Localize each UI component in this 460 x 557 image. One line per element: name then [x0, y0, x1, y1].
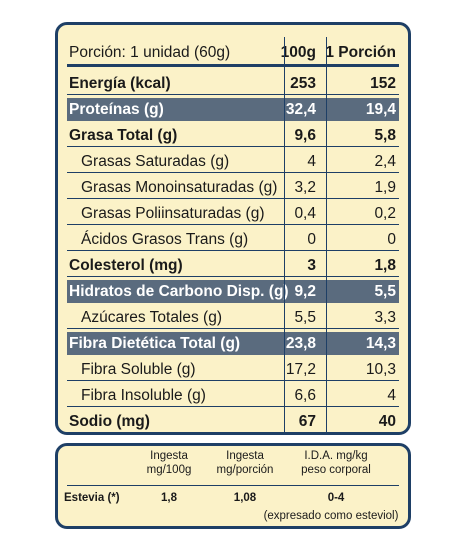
header-line: mg/porción: [216, 464, 274, 476]
header-line: Ingesta: [150, 450, 188, 462]
row-acidos-trans: Ácidos Grasos Trans (g) 0 0: [67, 228, 399, 251]
row-grasa-total: Grasa Total (g) 9,6 5,8: [67, 124, 399, 147]
col-portion-header: 1 Porción: [325, 44, 396, 61]
row-azucares: Azúcares Totales (g) 5,5 3,3: [67, 306, 399, 329]
row-label: Fibra Dietética Total (g): [69, 335, 241, 352]
row-label: Grasas Poliinsaturadas (g): [81, 205, 265, 222]
header-line: peso corporal: [301, 464, 371, 476]
row-value-100g: 0,4: [294, 205, 316, 222]
row-value-portion: 152: [370, 75, 396, 92]
nutrition-table: Porción: 1 unidad (60g) 100g 1 Porción E…: [55, 22, 411, 435]
column-divider: [284, 37, 285, 432]
row-value-100g: 3: [307, 257, 316, 274]
row-grasas-poli: Grasas Poliinsaturadas (g) 0,4 0,2: [67, 202, 399, 225]
row-value-100g: 9,6: [294, 127, 316, 144]
row-grasas-mono: Grasas Monoinsaturadas (g) 3,2 1,9: [67, 176, 399, 199]
row-value-100g: 32,4: [285, 101, 316, 118]
row-label: Proteínas (g): [69, 101, 164, 118]
stevia-value-ida: 0-4: [327, 492, 345, 504]
row-label: Hidratos de Carbono Disp. (g): [69, 283, 289, 300]
row-value-portion: 1,8: [374, 257, 396, 274]
row-value-portion: 5,8: [374, 127, 396, 144]
row-value-100g: 0: [307, 231, 316, 248]
row-value-100g: 5,5: [294, 309, 316, 326]
row-energia: Energía (kcal) 253 152: [67, 72, 399, 95]
row-sodio: Sodio (mg) 67 40: [67, 410, 399, 432]
row-value-100g: 3,2: [294, 179, 316, 196]
row-label: Energía (kcal): [69, 75, 171, 92]
header-line: I.D.A. mg/kg: [304, 450, 368, 462]
row-value-portion: 4: [387, 387, 396, 404]
row-value-portion: 3,3: [374, 309, 396, 326]
row-value-portion: 5,5: [374, 283, 396, 300]
row-value-portion: 0,2: [374, 205, 396, 222]
stevia-divider: [67, 485, 399, 486]
row-label: Grasas Monoinsaturadas (g): [81, 179, 278, 196]
row-label: Ácidos Grasos Trans (g): [81, 231, 249, 248]
row-value-100g: 4: [307, 153, 316, 170]
column-divider: [326, 37, 327, 432]
row-colesterol: Colesterol (mg) 3 1,8: [67, 254, 399, 277]
header-line: Ingesta: [226, 450, 264, 462]
portion-label: Porción: 1 unidad (60g): [69, 44, 231, 61]
row-grasas-saturadas: Grasas Saturadas (g) 4 2,4: [67, 150, 399, 173]
stevia-value-portion: 1,08: [233, 492, 257, 504]
row-value-portion: 19,4: [365, 101, 396, 118]
header-line: mg/100g: [146, 464, 192, 476]
stevia-col2-header: Ingesta mg/porción: [206, 449, 284, 477]
stevia-value-100g: 1,8: [161, 492, 177, 504]
row-label: Azúcares Totales (g): [81, 309, 222, 326]
stevia-label: Estevia (*): [64, 492, 120, 504]
row-label: Grasas Saturadas (g): [81, 153, 230, 170]
row-fibra-soluble: Fibra Soluble (g) 17,2 10,3: [67, 358, 399, 381]
row-value-portion: 40: [378, 413, 396, 430]
row-value-100g: 23,8: [285, 335, 316, 352]
row-value-100g: 253: [290, 75, 316, 92]
row-value-100g: 6,6: [294, 387, 316, 404]
row-value-portion: 10,3: [365, 361, 396, 378]
stevia-note: (expresado como esteviol): [263, 510, 399, 522]
row-fibra-total: Fibra Dietética Total (g) 23,8 14,3: [67, 332, 399, 355]
row-value-portion: 0: [387, 231, 396, 248]
row-value-portion: 1,9: [374, 179, 396, 196]
row-value-100g: 17,2: [285, 361, 316, 378]
stevia-col1-header: Ingesta mg/100g: [134, 449, 204, 477]
row-hidratos: Hidratos de Carbono Disp. (g) 9,2 5,5: [67, 280, 399, 303]
row-label: Sodio (mg): [69, 413, 150, 430]
row-value-portion: 2,4: [374, 153, 396, 170]
stevia-col3-header: I.D.A. mg/kg peso corporal: [288, 449, 384, 477]
table-header: Porción: 1 unidad (60g) 100g 1 Porción: [67, 37, 399, 67]
row-label: Fibra Insoluble (g): [81, 387, 206, 404]
row-proteinas: Proteínas (g) 32,4 19,4: [67, 98, 399, 121]
row-value-portion: 14,3: [365, 335, 396, 352]
row-label: Grasa Total (g): [69, 127, 178, 144]
col-100g-header: 100g: [280, 44, 316, 61]
row-label: Fibra Soluble (g): [81, 361, 196, 378]
row-value-100g: 67: [298, 413, 316, 430]
row-fibra-insoluble: Fibra Insoluble (g) 6,6 4: [67, 384, 399, 407]
row-value-100g: 9,2: [294, 283, 316, 300]
row-label: Colesterol (mg): [69, 257, 183, 274]
stevia-table: Ingesta mg/100g Ingesta mg/porción I.D.A…: [55, 443, 411, 529]
